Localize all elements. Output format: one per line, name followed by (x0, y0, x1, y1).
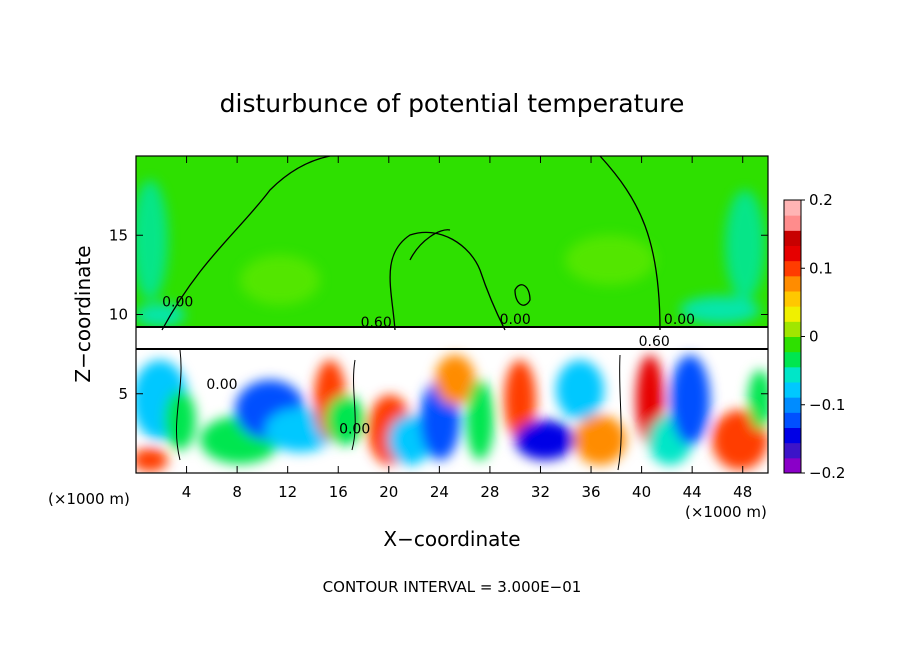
y-tick-label: 15 (109, 226, 128, 244)
x-unit-right: (×1000 m) (685, 503, 767, 521)
upper-field (136, 156, 768, 331)
x-tick-label: 40 (632, 483, 651, 501)
y-tick-label: 10 (109, 306, 128, 324)
inversion-band (136, 326, 768, 350)
x-tick-label: 20 (379, 483, 398, 501)
colorbar-segment (784, 200, 801, 216)
contour-label: 0.00 (339, 421, 370, 437)
colorbar-segment (784, 275, 801, 292)
colorbar-tick-label: 0.2 (809, 191, 833, 209)
colorbar-segment (784, 366, 801, 383)
colorbar-segment (784, 427, 801, 444)
colorbar-segment (784, 382, 801, 398)
colorbar: 0.2 0.1 0 −0.1 −0.2 (783, 191, 845, 482)
colorbar-segment (784, 442, 801, 459)
contour-label: 0.60 (361, 315, 392, 331)
contour-label: 0.00 (162, 295, 193, 311)
x-tick-label: 44 (683, 483, 702, 501)
colorbar-segment (784, 306, 801, 322)
x-tick-label: 36 (581, 483, 600, 501)
contour-label: 0.00 (664, 312, 695, 328)
x-tick-label: 12 (278, 483, 297, 501)
colorbar-segment (784, 412, 801, 428)
y-axis-title: Z−coordinate (71, 245, 95, 382)
colorbar-segment (784, 336, 801, 353)
colorbar-segment (784, 351, 801, 368)
x-tick-label: 32 (531, 483, 550, 501)
colorbar-tick-label: 0 (809, 328, 819, 346)
contour-interval-note: CONTOUR INTERVAL = 3.000E−01 (323, 578, 582, 596)
y-axis: 5 10 15 (109, 226, 768, 403)
x-tick-label: 28 (480, 483, 499, 501)
x-tick-label: 16 (329, 483, 348, 501)
colorbar-segment (784, 230, 801, 246)
x-tick-label: 24 (430, 483, 449, 501)
colorbar-tick-label: 0.1 (809, 259, 833, 277)
x-tick-label: 48 (733, 483, 752, 501)
contour-labels: 0.00 0.60 0.00 0.00 0.60 0.00 0.00 (162, 295, 695, 438)
x-tick-label: 8 (232, 483, 242, 501)
colorbar-segment (784, 397, 801, 413)
upper-field-shading (136, 180, 765, 327)
x-tick-label: 4 (182, 483, 192, 501)
contour-label: 0.00 (206, 377, 237, 393)
x-axis-title: X−coordinate (383, 527, 520, 551)
colorbar-segment (784, 321, 801, 337)
contour-lines (136, 156, 768, 471)
chart-title: disturbunce of potential temperature (220, 89, 685, 118)
colorbar-segment (784, 245, 801, 262)
colorbar-segment (784, 457, 801, 474)
colorbar-tick-label: −0.2 (809, 464, 845, 482)
contour-label: 0.00 (500, 312, 531, 328)
colorbar-segment (784, 291, 801, 307)
x-unit-left: (×1000 m) (48, 490, 130, 508)
x-axis: 4 8 12 16 20 24 28 32 36 40 44 48 (182, 156, 752, 501)
y-tick-label: 5 (118, 385, 128, 403)
colorbar-segment (784, 215, 801, 231)
colorbar-segment (784, 260, 801, 277)
colorbar-tick-label: −0.1 (809, 396, 845, 414)
contour-label: 0.60 (639, 334, 670, 350)
plot-area: 0.00 0.60 0.00 0.00 0.60 0.00 0.00 (136, 156, 768, 473)
